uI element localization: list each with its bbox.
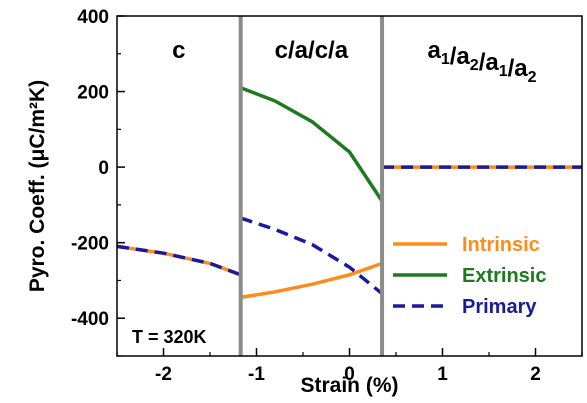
region-label-subscript: 1 — [499, 63, 508, 80]
region-label-1: c — [172, 37, 185, 64]
temperature-annotation: T = 320K — [132, 327, 207, 347]
region-label-2: c/a/c/a — [275, 37, 349, 64]
legend: Intrinsic Extrinsic Primary — [393, 234, 546, 318]
y-tick-label: -400 — [71, 309, 109, 330]
region-label-main-part: /a — [450, 43, 471, 70]
region-label-3: a1/a2/a1/a2 — [428, 37, 537, 86]
y-axis-label: Pyro. Coeff. (μC/m²K) — [26, 80, 49, 292]
axis-ticks-layer: -2 -1 0 1 2 400 200 0 -200 -400 — [71, 7, 583, 385]
x-tick-label: 1 — [437, 364, 448, 385]
series-primary-segment-1 — [116, 244, 242, 277]
region-label-subscript: 2 — [470, 57, 479, 74]
series-primary-segment-2 — [240, 216, 384, 296]
legend-label-extrinsic: Extrinsic — [462, 265, 546, 287]
region-label-subscript: 1 — [441, 51, 450, 68]
x-tick-label: 2 — [530, 364, 541, 385]
legend-label-primary: Primary — [462, 296, 537, 318]
region-labels-layer: c c/a/c/a a1/a2/a1/a2 — [172, 37, 536, 86]
region-label-main-part: /a — [508, 55, 529, 82]
phase-boundary-layer — [238, 16, 385, 356]
y-tick-label: 0 — [98, 158, 109, 179]
text-layer: Pyro. Coeff. (μC/m²K) Strain (%) T = 320… — [26, 80, 399, 397]
series-intrinsic-segment-1 — [116, 244, 242, 277]
y-tick-label: 400 — [77, 7, 109, 28]
x-tick-label: 0 — [344, 364, 355, 385]
region-label-main-part: a — [428, 37, 442, 64]
legend-label-intrinsic: Intrinsic — [462, 234, 540, 256]
x-tick-label: -2 — [155, 364, 172, 385]
y-tick-label: -200 — [71, 234, 109, 255]
region-label-main-part: /a — [479, 49, 500, 76]
y-tick-label: 200 — [77, 83, 109, 104]
series-layer — [116, 86, 582, 300]
x-tick-label: -1 — [248, 364, 265, 385]
series-extrinsic-segment-1 — [240, 86, 384, 203]
series-intrinsic-segment-2 — [240, 261, 383, 300]
region-label-subscript: 2 — [528, 69, 537, 86]
x-axis-label: Strain (%) — [300, 374, 398, 397]
